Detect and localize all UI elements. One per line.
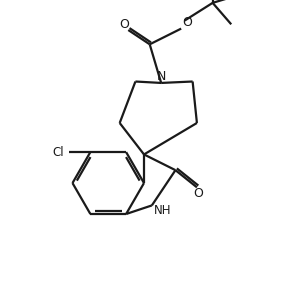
Text: N: N [156, 70, 166, 83]
Text: Cl: Cl [52, 146, 64, 158]
Text: O: O [194, 187, 203, 200]
Text: O: O [183, 16, 192, 29]
Text: NH: NH [154, 204, 171, 217]
Text: O: O [119, 18, 129, 31]
